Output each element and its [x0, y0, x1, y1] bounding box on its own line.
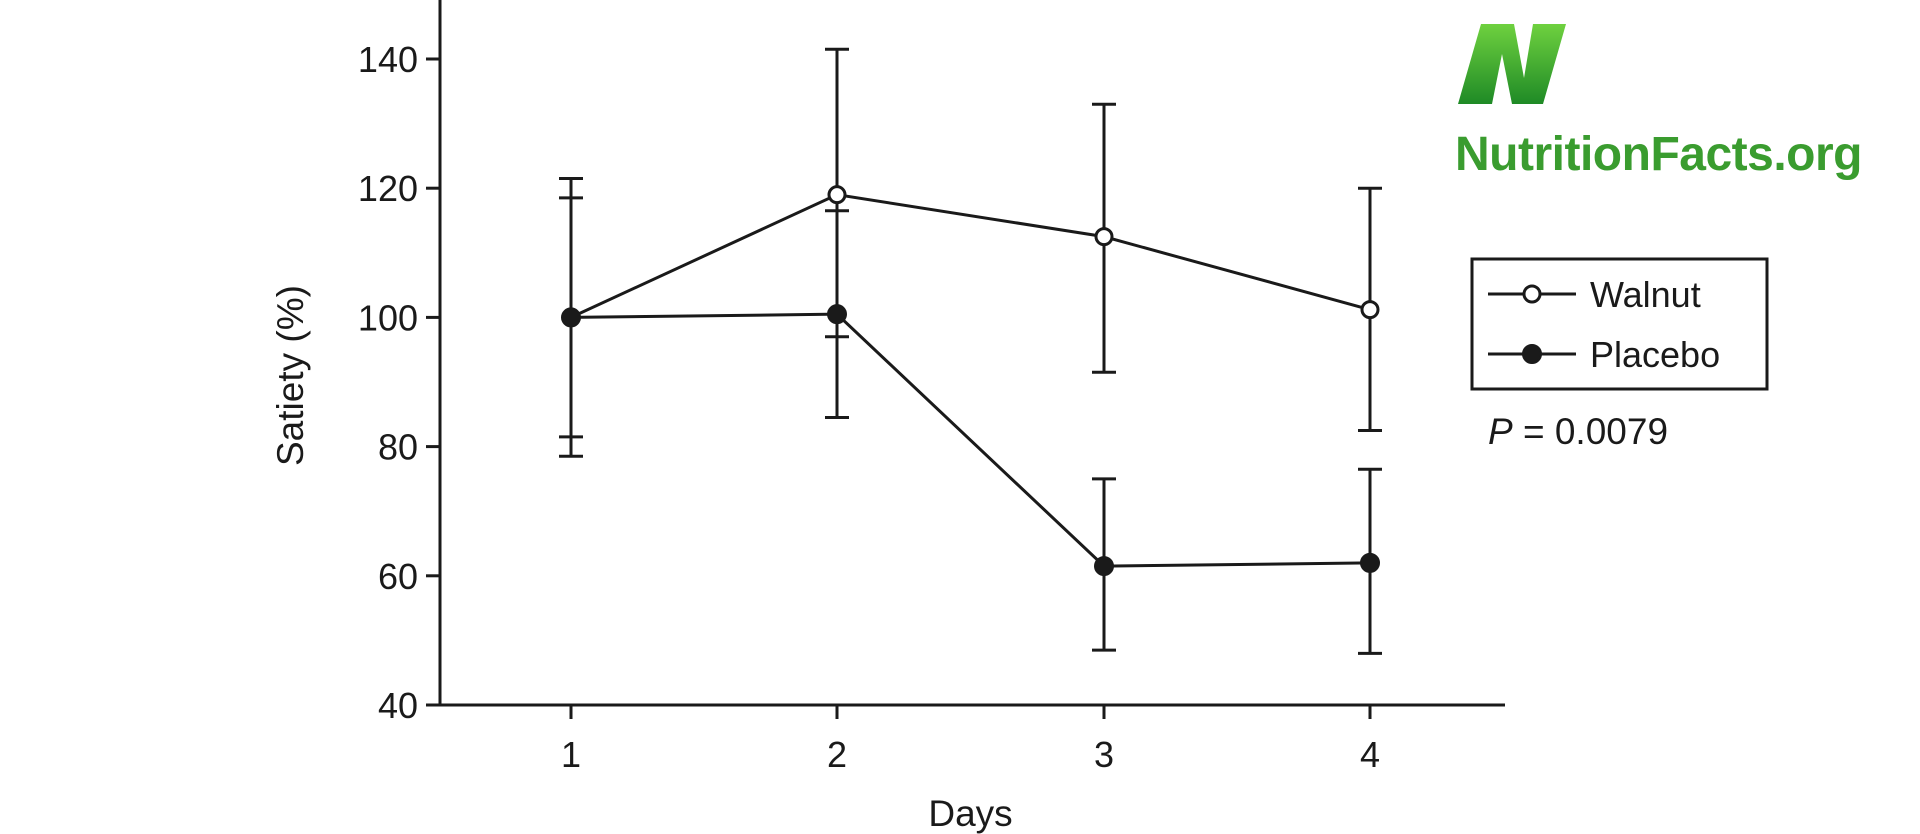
- nutritionfacts-logo: NutritionFacts.org: [1455, 24, 1863, 181]
- legend-placebo-label: Placebo: [1590, 334, 1720, 375]
- walnut-point-day-4: [1360, 300, 1380, 320]
- legend-walnut-marker: [1522, 284, 1542, 304]
- logo-wordmark: NutritionFacts.org: [1455, 128, 1862, 181]
- walnut-point-day-3: [1094, 227, 1114, 247]
- legend: Walnut Placebo: [1470, 257, 1769, 391]
- p-value-number: = 0.0079: [1513, 411, 1668, 452]
- y-tick-label-80: 80: [378, 427, 418, 468]
- placebo-point-day-4: [1360, 552, 1380, 573]
- legend-walnut-label: Walnut: [1590, 274, 1701, 315]
- walnut-series-line: [570, 193, 1371, 319]
- legend-placebo-marker: [1522, 344, 1542, 364]
- x-tick-label-1: 1: [561, 734, 581, 775]
- placebo-series-line: [570, 312, 1371, 568]
- placebo-point-day-3: [1094, 556, 1114, 577]
- y-tick-label-120: 120: [358, 168, 418, 209]
- legend-box: [1470, 257, 1769, 391]
- y-tick-label-100: 100: [358, 297, 418, 338]
- p-value-symbol: P: [1488, 411, 1513, 452]
- y-axis-title: Satiety (%): [270, 285, 311, 466]
- p-value-annotation: P = 0.0079: [1488, 411, 1668, 452]
- x-tick-label-2: 2: [827, 734, 847, 775]
- y-tick-label-40: 40: [378, 685, 418, 726]
- plot-area: 40 60 80 100 120 140 1 2 3 4 Days Satiety (%): [270, 0, 1505, 834]
- x-tick-label-3: 3: [1094, 734, 1114, 775]
- placebo-point-day-1: [561, 307, 581, 328]
- y-tick-label-60: 60: [378, 556, 418, 597]
- x-tick-label-4: 4: [1360, 734, 1380, 775]
- walnut-point-day-2: [827, 185, 847, 205]
- logo-n-mark: [1458, 24, 1566, 104]
- y-tick-label-140: 140: [358, 39, 418, 80]
- x-axis-title: Days: [928, 793, 1012, 834]
- placebo-point-day-2: [827, 304, 847, 325]
